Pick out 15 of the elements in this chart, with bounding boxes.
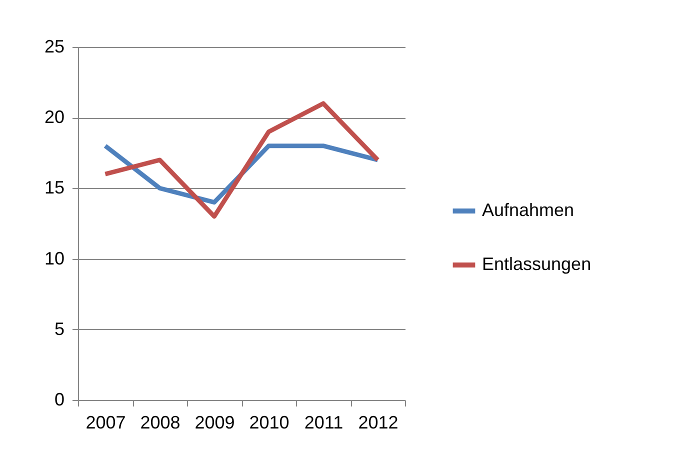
x-tick-label: 2011: [304, 412, 344, 432]
y-tick-label: 10: [44, 248, 64, 268]
line-series: [103, 101, 380, 219]
y-tick-label: 0: [54, 390, 64, 410]
y-tick-label: 15: [44, 178, 64, 198]
x-tick-label: 2012: [358, 412, 398, 432]
x-tick-label: 2008: [140, 412, 180, 432]
legend-label: Aufnahmen: [482, 200, 574, 220]
x-tick-label: 2009: [194, 412, 235, 432]
y-tick-label: 5: [54, 318, 64, 339]
y-tick-label: 20: [44, 107, 64, 128]
x-tick-label: 2007: [86, 412, 126, 432]
x-tick-label: 2010: [249, 412, 290, 432]
y-tick-label: 25: [44, 36, 64, 56]
legend-label: Entlassungen: [482, 254, 592, 274]
